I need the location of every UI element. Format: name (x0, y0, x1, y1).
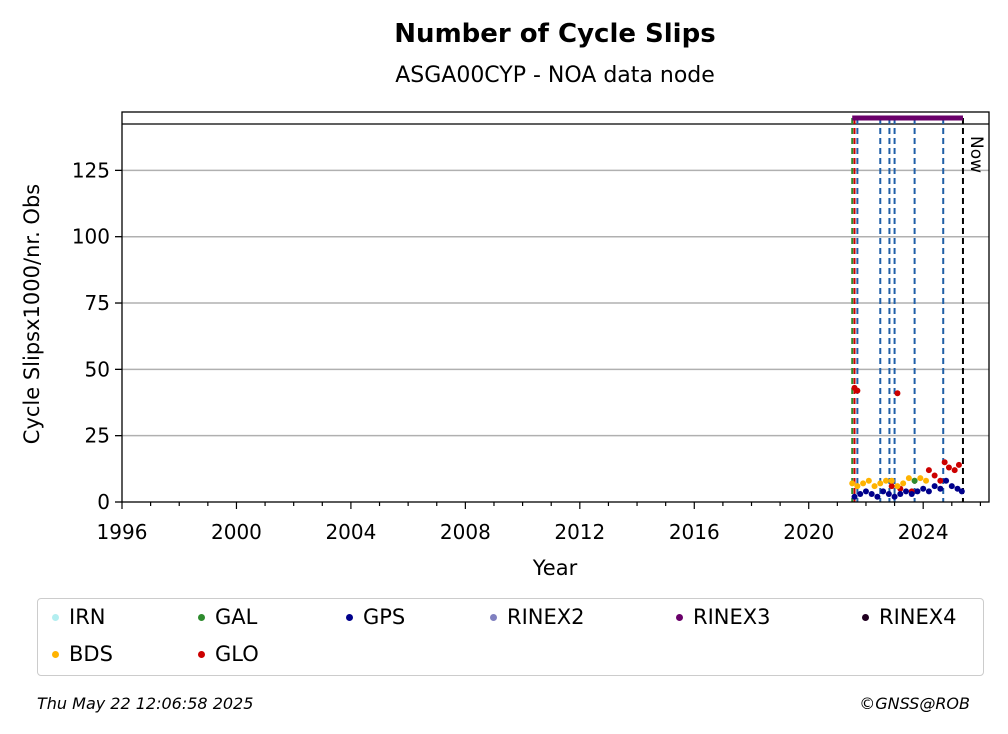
data-point-gps (948, 483, 955, 490)
data-point-glo (854, 387, 861, 394)
data-point-glo (925, 467, 932, 474)
footer-credit: ©GNSS@ROB (859, 694, 970, 713)
now-label: Now (966, 136, 986, 173)
data-point-bds (849, 480, 856, 487)
legend-marker (346, 613, 353, 621)
data-point-bds (894, 483, 901, 490)
chart-title: Number of Cycle Slips (394, 19, 715, 49)
x-tick-label: 2012 (554, 520, 605, 544)
legend-label: RINEX2 (507, 605, 585, 629)
data-point-glo (945, 464, 952, 471)
legend-label: IRN (69, 605, 106, 629)
data-point-gps (862, 488, 869, 495)
x-tick-label: 2000 (211, 520, 262, 544)
data-point-glo (955, 461, 962, 468)
chart-subtitle: ASGA00CYP - NOA data node (395, 63, 715, 88)
y-tick-label: 25 (85, 424, 110, 448)
legend-marker (198, 613, 205, 621)
legend-label: GPS (363, 605, 406, 629)
data-point-gps (897, 491, 904, 498)
data-point-gps (920, 485, 927, 492)
data-point-gps (925, 488, 932, 495)
plot-frame (121, 111, 990, 503)
data-point-bds (877, 480, 884, 487)
data-point-gps (880, 488, 887, 495)
legend-marker (198, 650, 205, 658)
data-point-glo (894, 390, 901, 397)
legend-item-rinex2: RINEX2 (490, 605, 585, 629)
data-point-gps (851, 493, 858, 500)
x-tick-label: 2004 (325, 520, 376, 544)
x-tick-label: 2024 (898, 520, 949, 544)
legend-marker (52, 650, 59, 658)
data-point-gps (937, 485, 944, 492)
y-axis-label: Cycle Slipsx1000/nr. Obs (20, 184, 44, 444)
data-point-bds (865, 477, 872, 484)
data-point-gps (908, 491, 915, 498)
data-point-gps (885, 491, 892, 498)
legend-item-rinex4: RINEX4 (862, 605, 957, 629)
data-point-gps (931, 483, 938, 490)
data-point-gps (914, 488, 921, 495)
data-point-gps (874, 493, 881, 500)
y-tick-label: 50 (85, 357, 110, 381)
legend-label: GAL (215, 605, 258, 629)
data-point-glo (941, 459, 948, 466)
y-tick-label: 125 (72, 158, 110, 182)
legend-marker (52, 613, 59, 621)
data-point-gps (891, 493, 898, 500)
x-tick-label: 1996 (97, 520, 148, 544)
data-point-glo (951, 467, 958, 474)
y-tick-label: 0 (97, 490, 110, 514)
y-tick-label: 75 (85, 291, 110, 315)
data-point-gps (903, 488, 910, 495)
data-point-gps (954, 485, 961, 492)
x-axis-label: Year (532, 556, 578, 580)
data-point-bds (871, 483, 878, 490)
legend-marker (676, 613, 683, 621)
x-tick-label: 2016 (669, 520, 720, 544)
x-tick-label: 2020 (783, 520, 834, 544)
data-point-gps (943, 477, 950, 484)
data-point-glo (888, 483, 895, 490)
legend-item-gal: GAL (198, 605, 257, 629)
data-point-glo (931, 472, 938, 479)
data-point-bds (923, 477, 930, 484)
data-point-glo (937, 477, 944, 484)
legend-marker (490, 613, 497, 621)
data-point-bds (917, 475, 924, 482)
data-point-bds (900, 480, 907, 487)
data-point-bds (888, 477, 895, 484)
data-point-gps (857, 491, 864, 498)
legend-label: GLO (215, 642, 259, 666)
data-point-gal (911, 477, 918, 484)
legend-label: RINEX3 (693, 605, 771, 629)
data-point-bds (860, 480, 867, 487)
legend: IRN GAL GPS RINEX2 RINEX3 RINEX4 BDS GLO (37, 598, 984, 676)
legend-item-gps: GPS (346, 605, 405, 629)
legend-item-irn: IRN (52, 605, 106, 629)
data-point-gps (958, 488, 965, 495)
legend-label: BDS (69, 642, 113, 666)
footer-timestamp: Thu May 22 12:06:58 2025 (37, 694, 254, 713)
data-point-bds (854, 483, 861, 490)
legend-marker (862, 613, 869, 621)
data-point-gps (868, 491, 875, 498)
y-tick-label: 100 (72, 225, 110, 249)
data-point-bds (905, 475, 912, 482)
x-tick-label: 2008 (440, 520, 491, 544)
legend-item-glo: GLO (198, 642, 259, 666)
legend-label: RINEX4 (879, 605, 957, 629)
legend-item-bds: BDS (52, 642, 113, 666)
legend-item-rinex3: RINEX3 (676, 605, 771, 629)
data-point-bds (882, 477, 889, 484)
